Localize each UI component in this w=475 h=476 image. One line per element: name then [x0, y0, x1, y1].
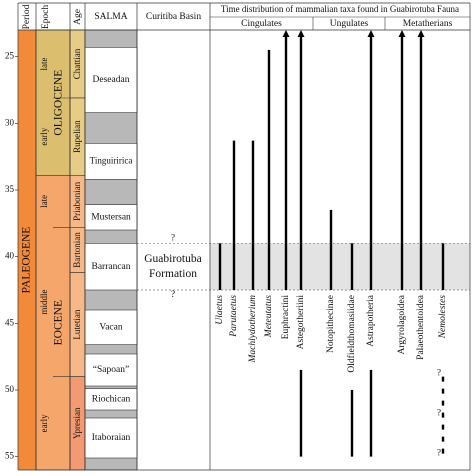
uncertain-mark: ? — [437, 448, 441, 458]
taxon-label: Nemolestes — [438, 295, 448, 340]
y-tick-label: 45 — [5, 317, 15, 327]
range-arrow — [398, 30, 406, 37]
uncertain-mark: ? — [437, 368, 441, 378]
taxon-label: Euphractini — [281, 295, 291, 340]
group-label: Ungulates — [330, 19, 369, 29]
subdivision-label: early — [39, 127, 49, 145]
header: Time distribution of mammalian taxa foun… — [221, 4, 459, 14]
taxon-label: Oldfieldthomasiidae — [346, 295, 357, 373]
taxon-label: Notopithecinae — [326, 295, 336, 353]
epoch-label: OLIGOCENE — [53, 70, 65, 136]
taxon-label: Argyrolagoidea — [397, 294, 407, 354]
range-arrow — [282, 30, 290, 37]
salma-label: “Sapoan” — [93, 365, 129, 375]
subdivision-label: late — [39, 195, 49, 208]
salma-label: Itaboraian — [92, 433, 131, 443]
taxon-label: Ulaetus — [215, 295, 225, 325]
group-label: Metatherians — [403, 19, 453, 29]
header: Age — [73, 9, 83, 25]
taxon-label: Astegotheriini — [296, 295, 306, 350]
uncertain-mark: ? — [437, 408, 441, 418]
y-tick-label: 35 — [5, 184, 15, 194]
range-arrow — [367, 30, 375, 37]
subdivision-label: late — [39, 58, 49, 71]
age-label: Priabonian — [72, 181, 82, 220]
age-label: Lutetian — [72, 309, 82, 339]
y-tick-label: 55 — [5, 451, 15, 461]
y-tick-label: 25 — [5, 51, 15, 61]
salma-label: Tinguiririca — [90, 155, 133, 165]
salma-unit — [84, 417, 138, 459]
salma-label: Vacan — [99, 323, 122, 333]
range-arrow — [297, 30, 305, 37]
group-label: Cingulates — [241, 19, 282, 29]
formation-label: Formation — [149, 268, 197, 280]
period-label: PALEOGENE — [21, 227, 33, 294]
salma-unit — [84, 143, 138, 180]
age-label: Chattian — [72, 48, 82, 79]
salma-label: Mustersan — [91, 213, 131, 223]
salma-unit — [84, 353, 138, 387]
taxon-label: Astrapotheria — [366, 294, 376, 346]
salma-unit — [84, 243, 138, 291]
taxon-label: Parutaetus — [229, 295, 239, 338]
age-label: Bartonian — [72, 232, 82, 268]
header: Period — [22, 4, 32, 29]
epoch-label: EOCENE — [53, 300, 65, 345]
formation-label: Guabirotuba — [144, 253, 201, 265]
taxon-label: Meteutatus — [264, 295, 274, 339]
salma-unit — [84, 309, 138, 345]
age-label: Rupelian — [72, 120, 82, 153]
y-tick-label: 40 — [5, 251, 15, 261]
range-arrow — [417, 30, 425, 37]
y-tick-label: 30 — [5, 117, 15, 127]
taxon-label: Machlydotherium — [248, 295, 258, 364]
header: Curitiba Basin — [146, 12, 201, 22]
header: Epoch — [41, 5, 51, 30]
subdivision-label: middle — [39, 289, 49, 314]
salma-unit — [84, 47, 138, 113]
uncertain-mark: ? — [171, 289, 175, 299]
epoch-band — [35, 29, 71, 176]
taxon-label: Palaeothentoidea — [416, 294, 426, 360]
uncertain-mark: ? — [171, 232, 175, 242]
salma-label: Barrancan — [91, 262, 130, 272]
subdivision-label: early — [39, 414, 49, 432]
y-tick-label: 50 — [5, 384, 15, 394]
salma-label: Riochican — [92, 395, 131, 405]
period-band — [18, 30, 36, 470]
header: SALMA — [94, 12, 127, 22]
salma-label: Deseadan — [93, 75, 130, 85]
age-label: Ypresian — [72, 407, 82, 439]
formation-band — [210, 243, 470, 290]
